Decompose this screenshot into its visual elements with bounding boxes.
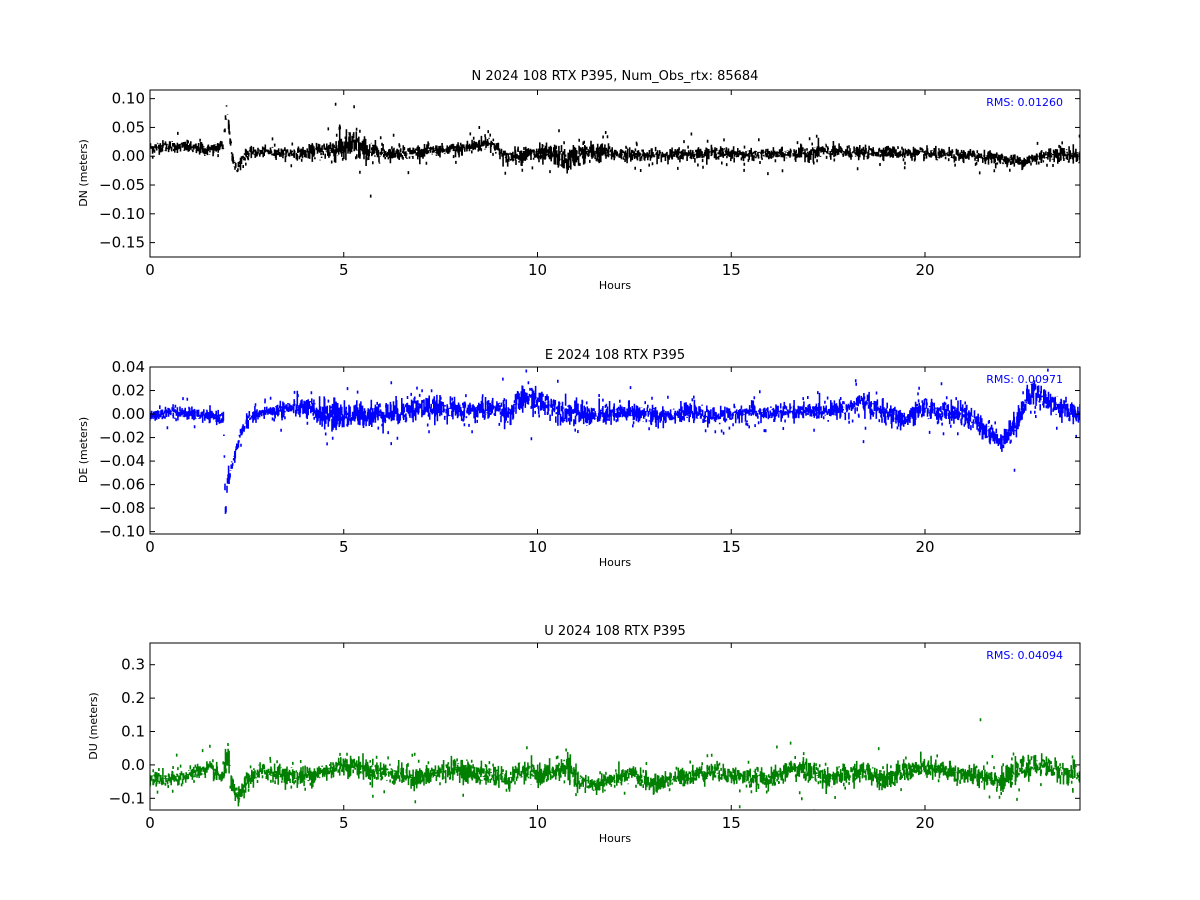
x-axis-label: Hours	[599, 556, 631, 569]
plot-area	[150, 102, 1080, 198]
x-tick-label: 0	[145, 814, 155, 832]
y-tick-label: 0.10	[112, 90, 145, 108]
series-line	[150, 105, 1080, 174]
y-tick-label: 0.02	[112, 382, 145, 400]
y-axis-label: DU (meters)	[87, 692, 100, 759]
x-tick-label: 0	[145, 538, 155, 556]
y-tick-label: 0.0	[121, 756, 145, 774]
panel-title: N 2024 108 RTX P395, Num_Obs_rtx: 85684	[472, 69, 759, 84]
rms-label: RMS: 0.00971	[986, 373, 1063, 386]
x-tick-label: 15	[722, 538, 741, 556]
y-axis-label: DE (meters)	[77, 417, 90, 483]
x-axis-label: Hours	[599, 832, 631, 845]
y-tick-label: 0.05	[112, 118, 145, 136]
series-line	[150, 380, 1080, 514]
panel-title: E 2024 108 RTX P395	[545, 348, 685, 363]
y-tick-label: 0.00	[112, 405, 145, 423]
x-tick-label: 0	[145, 261, 155, 279]
y-tick-label: −0.02	[99, 429, 145, 447]
x-axis-label: Hours	[599, 279, 631, 292]
y-tick-label: 0.2	[121, 689, 145, 707]
panel-title: U 2024 108 RTX P395	[544, 624, 686, 639]
axis-ticks: 0 5 10 15 20 0.04 0.02 0.00 −0.02 −0.04 −0.06 −0.08…	[99, 358, 1080, 556]
panel-up: U 2024 108 RTX P395 0 5 10 15 20 0.3 0.2 0.1 0.0…	[87, 624, 1081, 845]
rms-label: RMS: 0.04094	[986, 649, 1063, 662]
x-tick-label: 15	[722, 261, 741, 279]
panel-east: E 2024 108 RTX P395 0 5 10 15 20 0.04 0.02 0.00…	[77, 348, 1081, 569]
y-tick-label: −0.05	[99, 176, 145, 194]
y-tick-label: −0.1	[109, 789, 145, 807]
y-tick-label: −0.15	[99, 234, 145, 252]
series-points	[150, 102, 1080, 198]
x-tick-label: 5	[339, 538, 349, 556]
y-tick-label: −0.08	[99, 499, 145, 517]
y-tick-label: 0.1	[121, 723, 145, 741]
y-tick-label: 0.00	[112, 147, 145, 165]
x-tick-label: 5	[339, 261, 349, 279]
x-tick-label: 20	[915, 538, 934, 556]
x-tick-label: 20	[915, 261, 934, 279]
x-tick-label: 15	[722, 814, 741, 832]
x-tick-label: 10	[528, 261, 547, 279]
series-outliers	[151, 102, 1080, 198]
series-points	[150, 368, 1080, 514]
plot-frame	[149, 366, 1081, 535]
series-outliers	[150, 718, 1074, 810]
series-points	[150, 718, 1080, 810]
x-tick-label: 10	[528, 538, 547, 556]
axis-ticks: 0 5 10 15 20 0.3 0.2 0.1 0.0 −0.1	[109, 643, 1080, 832]
series-line	[150, 748, 1080, 807]
panel-north: N 2024 108 RTX P395, Num_Obs_rtx: 85684 …	[77, 69, 1081, 292]
y-tick-label: −0.04	[99, 452, 145, 470]
y-axis-label: DN (meters)	[77, 139, 90, 207]
plot-area	[150, 368, 1080, 514]
y-tick-label: −0.10	[99, 205, 145, 223]
y-tick-label: −0.10	[99, 523, 145, 541]
series-outliers	[160, 368, 1080, 472]
plot-area	[150, 718, 1080, 810]
x-tick-label: 10	[528, 814, 547, 832]
plot-frame	[149, 642, 1081, 811]
plot-frame	[149, 89, 1081, 258]
x-tick-label: 20	[915, 814, 934, 832]
y-tick-label: 0.3	[121, 656, 145, 674]
y-tick-label: 0.04	[112, 358, 145, 376]
x-tick-label: 5	[339, 814, 349, 832]
rms-label: RMS: 0.01260	[986, 96, 1063, 109]
y-tick-label: −0.06	[99, 476, 145, 494]
axis-ticks: 0 5 10 15 20 0.10 0.05 0.00 −0.05 −0.10 −0.15	[99, 90, 1080, 279]
